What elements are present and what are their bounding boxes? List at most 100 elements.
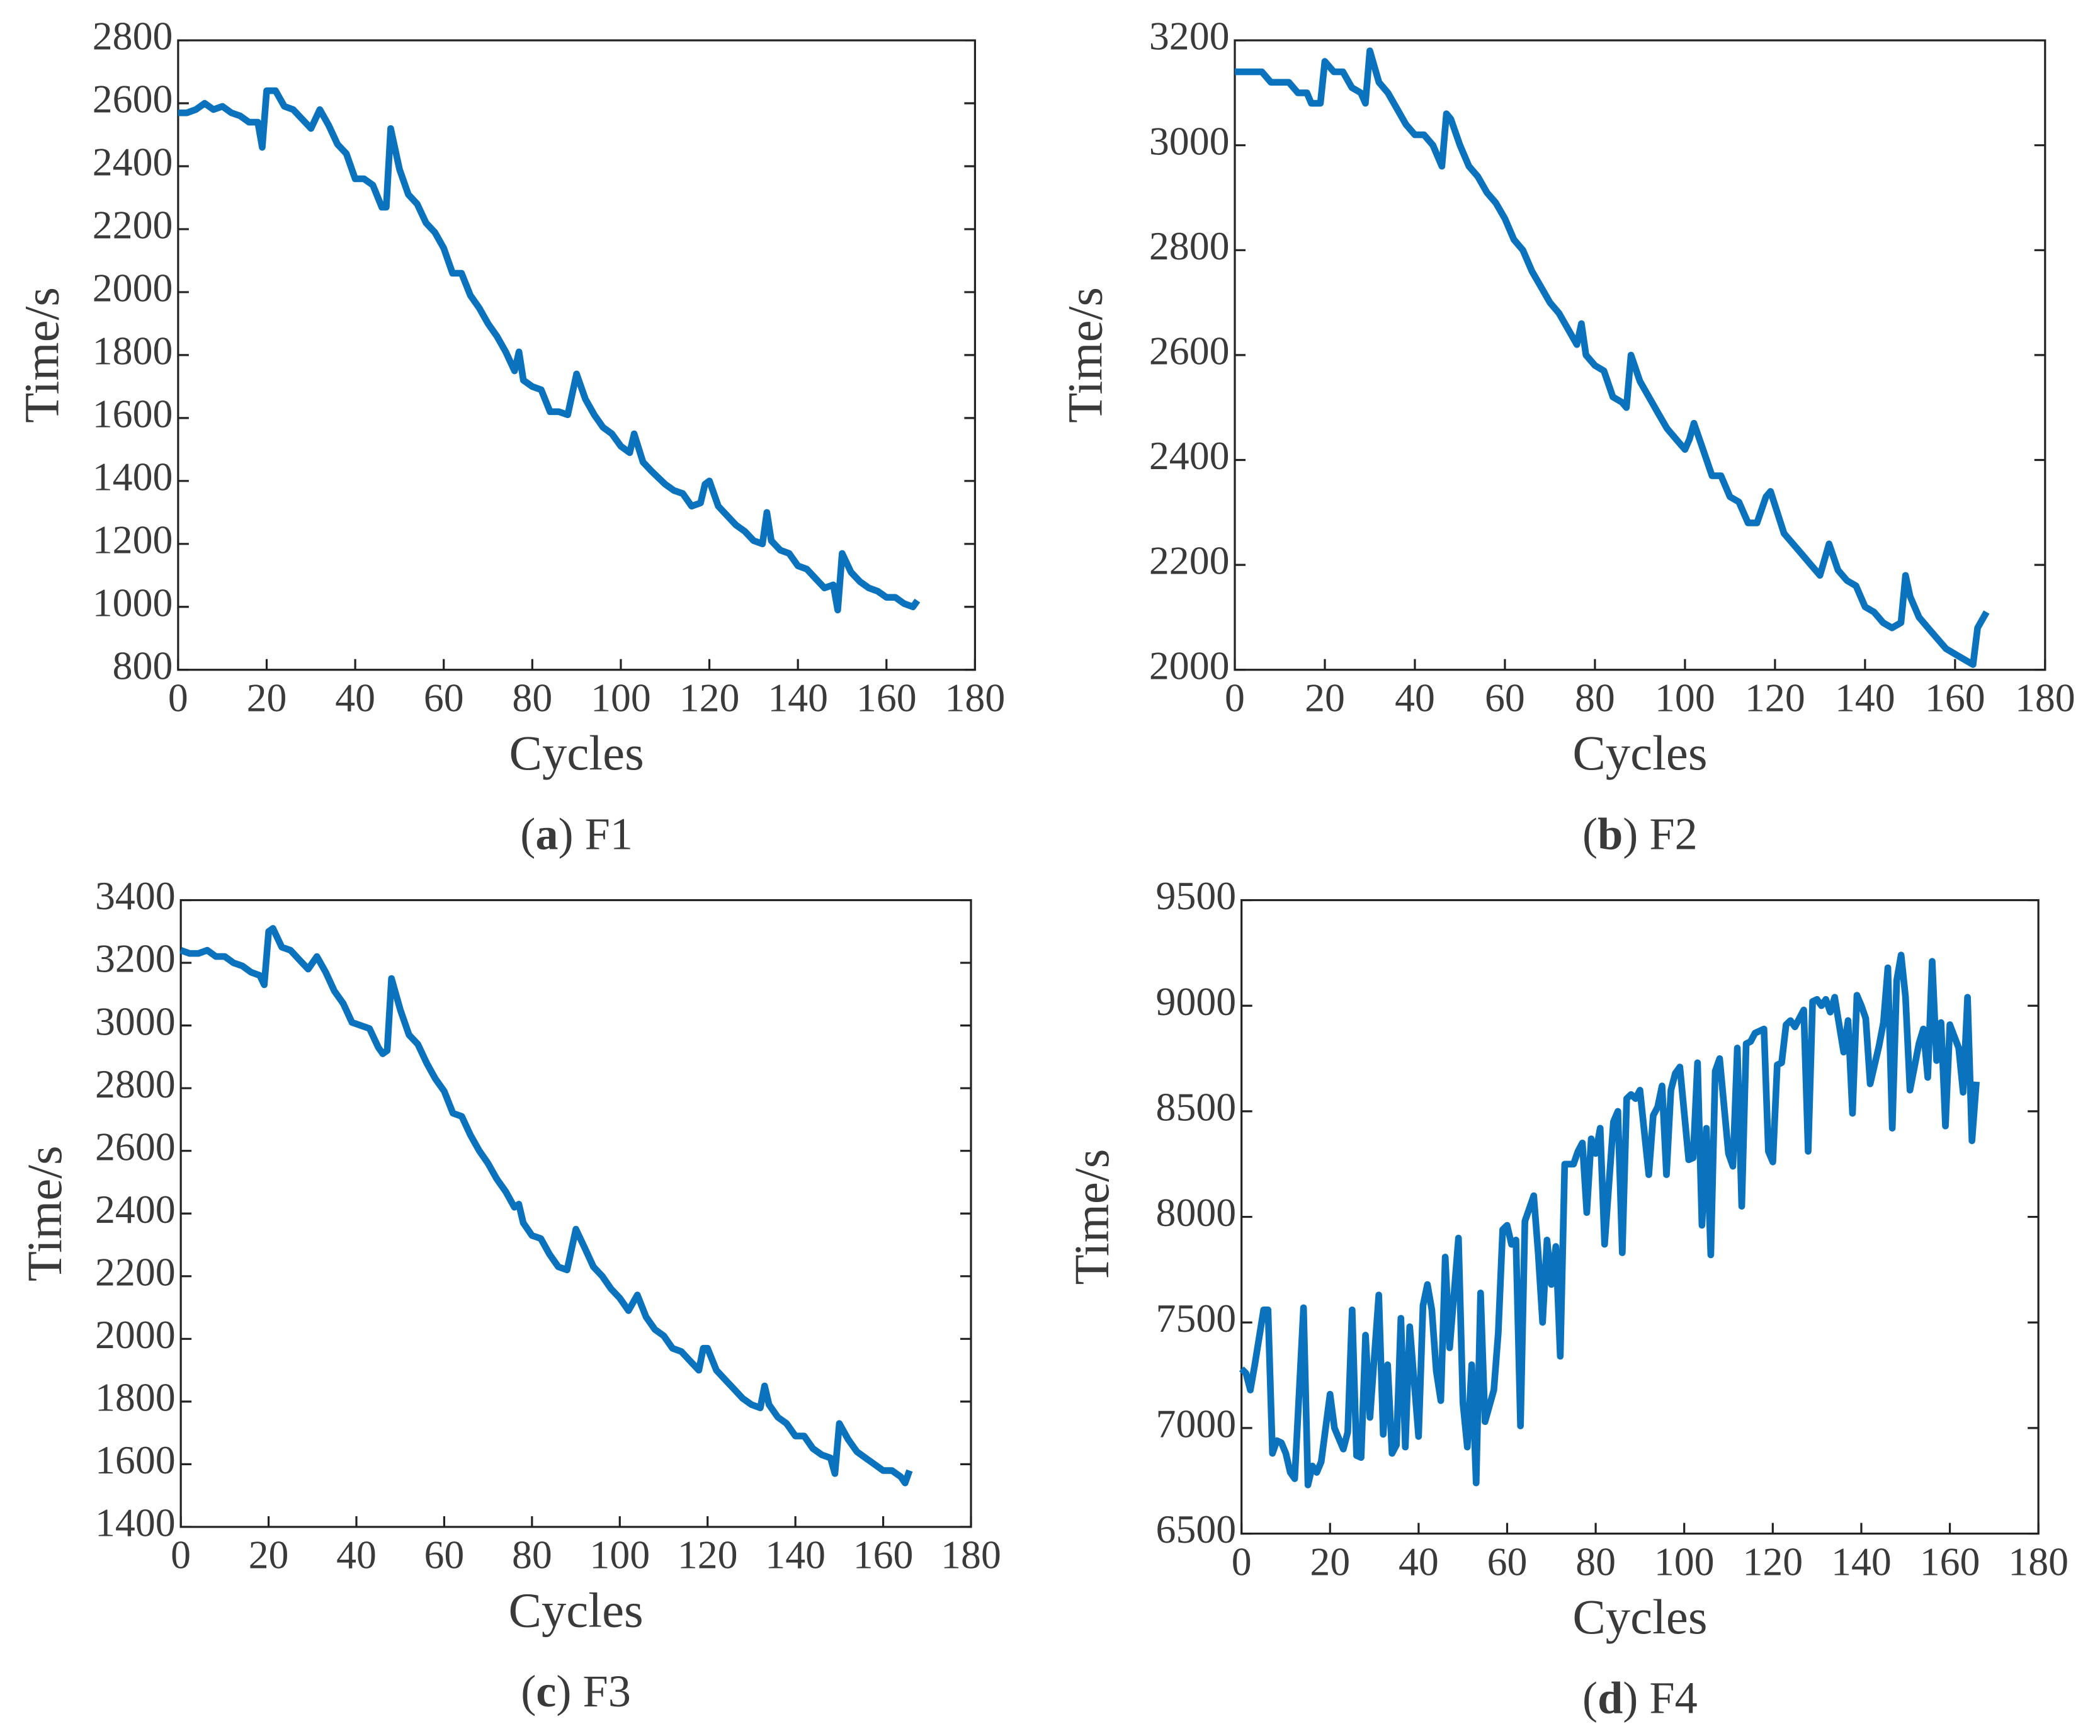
x-tick-label: 120 [678, 1533, 738, 1577]
caption-part: ) F3 [556, 1666, 631, 1716]
y-tick-label: 3000 [1149, 118, 1230, 163]
x-tick-label: 140 [1831, 1539, 1892, 1584]
y-axis-label: Time/s [18, 1145, 72, 1281]
x-tick-label: 140 [768, 675, 828, 720]
plot-frame [1234, 39, 2046, 671]
y-tick-label: 2800 [93, 14, 173, 59]
x-tick-label: 120 [679, 675, 740, 720]
x-tick-label: 20 [1305, 675, 1345, 720]
y-tick-label: 2600 [1149, 329, 1230, 373]
y-tick-label: 3200 [95, 936, 176, 981]
y-tick-label: 2200 [1149, 538, 1230, 583]
x-tick-label: 100 [1655, 675, 1715, 720]
data-line [1239, 951, 1980, 1489]
caption: (c) F3 [521, 1666, 631, 1716]
caption: (b) F2 [1582, 808, 1698, 859]
y-tick-label: 1600 [95, 1438, 176, 1482]
y-axis-label: Time/s [15, 287, 70, 423]
x-tick-label: 20 [249, 1533, 289, 1577]
x-tick-label: 180 [2015, 675, 2075, 720]
caption-part: ( [1582, 1672, 1598, 1723]
x-tick-label: 40 [336, 1533, 377, 1577]
y-tick-label: 3200 [1149, 14, 1230, 59]
x-tick-label: 160 [856, 675, 917, 720]
y-tick-label: 1800 [95, 1375, 176, 1420]
x-tick-label: 40 [1395, 675, 1435, 720]
y-tick-label: 2000 [1149, 643, 1230, 688]
panel: 6500 7000 7500 8000 8500 9000 9500 0 20 40 60 80 100… [1065, 873, 2069, 1723]
y-tick-label: 1200 [93, 517, 173, 562]
x-tick-label: 80 [512, 1533, 552, 1577]
y-tick-label: 9000 [1156, 979, 1237, 1024]
caption-part: ( [520, 808, 535, 859]
y-tick-label: 7000 [1156, 1402, 1237, 1446]
y-tick-label: 800 [113, 643, 173, 688]
x-tick-label: 60 [1485, 675, 1525, 720]
x-tick-label: 160 [1925, 675, 1985, 720]
y-axis-label: Time/s [1058, 287, 1113, 423]
y-tick-label: 2000 [95, 1312, 176, 1357]
x-tick-label: 180 [2008, 1539, 2069, 1584]
data-line [1235, 47, 1990, 668]
y-tick-label: 2800 [1149, 224, 1230, 268]
x-tick-label: 160 [853, 1533, 914, 1577]
y-tick-label: 2400 [93, 140, 173, 184]
data-line [179, 925, 913, 1487]
x-axis-label: Cycles [509, 726, 644, 781]
caption-part: ) F1 [558, 808, 633, 859]
x-tick-label: 40 [335, 675, 375, 720]
x-tick-label: 60 [1487, 1539, 1528, 1584]
caption: (d) F4 [1582, 1672, 1698, 1723]
caption-part: c [536, 1666, 556, 1716]
caption-part: ( [1582, 808, 1598, 859]
x-tick-label: 0 [1232, 1539, 1252, 1584]
y-tick-label: 2400 [95, 1187, 176, 1232]
x-tick-label: 180 [945, 675, 1006, 720]
caption-part: ( [521, 1666, 536, 1716]
x-tick-label: 140 [1835, 675, 1895, 720]
y-tick-label: 1000 [93, 580, 173, 625]
caption-part: a [535, 808, 558, 859]
x-tick-label: 160 [1920, 1539, 1980, 1584]
caption-part: ) F2 [1623, 808, 1698, 859]
y-tick-label: 6500 [1156, 1507, 1237, 1552]
y-tick-label: 2800 [95, 1062, 176, 1106]
panel: 1400160018002000220024002600280030003200… [18, 873, 1001, 1716]
y-tick-label: 1600 [93, 391, 173, 436]
y-tick-label: 2000 [93, 266, 173, 310]
x-axis-label: Cycles [1572, 1590, 1707, 1645]
caption: (a) F1 [520, 808, 633, 859]
plot-frame [179, 899, 972, 1528]
y-tick-label: 7500 [1156, 1296, 1237, 1341]
x-tick-label: 0 [171, 1533, 191, 1577]
y-tick-label: 1800 [93, 329, 173, 373]
x-tick-label: 180 [941, 1533, 1001, 1577]
y-tick-label: 3400 [95, 873, 176, 918]
y-tick-label: 8000 [1156, 1190, 1237, 1235]
x-tick-label: 0 [168, 675, 188, 720]
y-tick-label: 2600 [93, 77, 173, 122]
y-tick-label: 8500 [1156, 1085, 1237, 1130]
data-line [178, 87, 921, 614]
y-tick-label: 2200 [93, 203, 173, 247]
y-tick-label: 3000 [95, 999, 176, 1043]
x-tick-label: 120 [1742, 1539, 1803, 1584]
caption-part: ) F4 [1623, 1672, 1698, 1723]
y-axis-label: Time/s [1065, 1149, 1120, 1285]
x-tick-label: 100 [589, 1533, 650, 1577]
y-tick-label: 2600 [95, 1124, 176, 1169]
caption-part: d [1598, 1672, 1623, 1723]
x-tick-label: 60 [424, 1533, 465, 1577]
x-tick-label: 60 [424, 675, 464, 720]
x-axis-label: Cycles [1572, 726, 1707, 781]
y-tick-label: 9500 [1156, 873, 1237, 918]
y-tick-label: 1400 [93, 454, 173, 499]
x-tick-label: 0 [1225, 675, 1245, 720]
y-tick-label: 2200 [95, 1249, 176, 1294]
panel: 2000 2200 2400 2600 2800 3000 3200 0 20 40 60 80 100… [1058, 14, 2075, 859]
x-tick-label: 140 [765, 1533, 826, 1577]
x-axis-label: Cycles [508, 1583, 643, 1638]
x-tick-label: 100 [1654, 1539, 1715, 1584]
x-tick-label: 20 [247, 675, 287, 720]
